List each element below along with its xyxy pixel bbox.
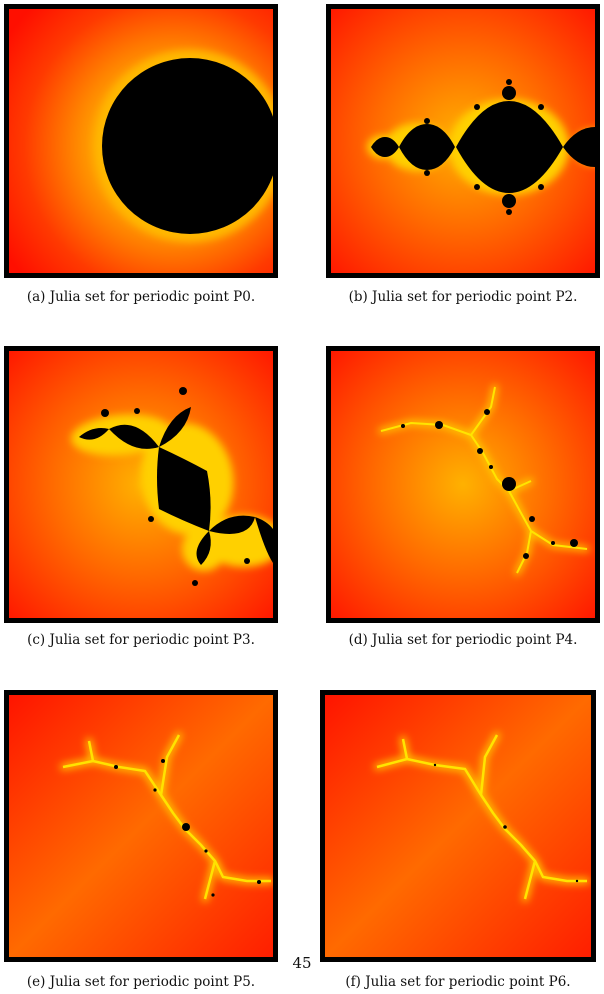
page-number: 45	[292, 954, 312, 972]
caption-b: (b) Julia set for periodic point P2.	[348, 289, 578, 305]
caption-a: (a) Julia set for periodic point P0.	[26, 289, 256, 305]
julia-panel-p3	[4, 346, 278, 623]
julia-image-p5	[9, 695, 273, 957]
caption-f: (f) Julia set for periodic point P6.	[345, 974, 571, 990]
caption-d: (d) Julia set for periodic point P4.	[348, 632, 578, 648]
julia-panel-p4	[326, 346, 600, 623]
caption-c: (c) Julia set for periodic point P3.	[27, 632, 255, 648]
julia-panel-p6	[320, 690, 596, 962]
julia-panel-p0	[4, 4, 278, 278]
julia-panel-p5	[4, 690, 278, 962]
julia-image-p6	[325, 695, 591, 957]
julia-image-p0	[9, 9, 273, 273]
julia-image-p4	[331, 351, 595, 618]
julia-panel-p2	[326, 4, 600, 278]
julia-image-p2	[331, 9, 595, 273]
caption-e: (e) Julia set for periodic point P5.	[26, 974, 256, 990]
julia-image-p3	[9, 351, 273, 618]
